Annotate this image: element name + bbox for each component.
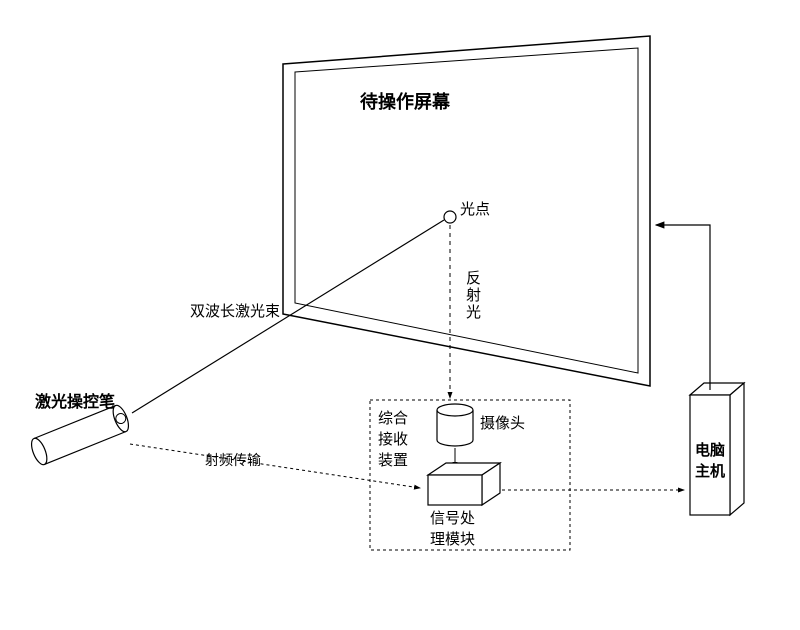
camera-shape <box>437 404 473 446</box>
signal-module-shape <box>428 463 500 505</box>
camera-label: 摄像头 <box>480 412 525 433</box>
light-spot <box>444 211 456 223</box>
laser-pen-shape <box>28 403 131 466</box>
rf-transmission-line <box>130 444 420 488</box>
reflected-light-label: 反射光 <box>462 270 483 321</box>
rf-transmission-label: 射频传输 <box>205 450 261 470</box>
laser-pen-label: 激光操控笔 <box>35 388 115 412</box>
light-spot-label: 光点 <box>460 198 490 219</box>
signal-module-label: 信号处 理模块 <box>430 508 475 550</box>
receiver-box-label: 综合 接收 装置 <box>378 408 408 471</box>
laser-beam-line <box>132 220 444 413</box>
screen-title-label: 待操作屏幕 <box>360 88 450 114</box>
computer-to-screen-arrow <box>656 225 710 390</box>
computer-host-label: 电脑 主机 <box>695 440 725 482</box>
laser-beam-label: 双波长激光束 <box>190 300 280 321</box>
